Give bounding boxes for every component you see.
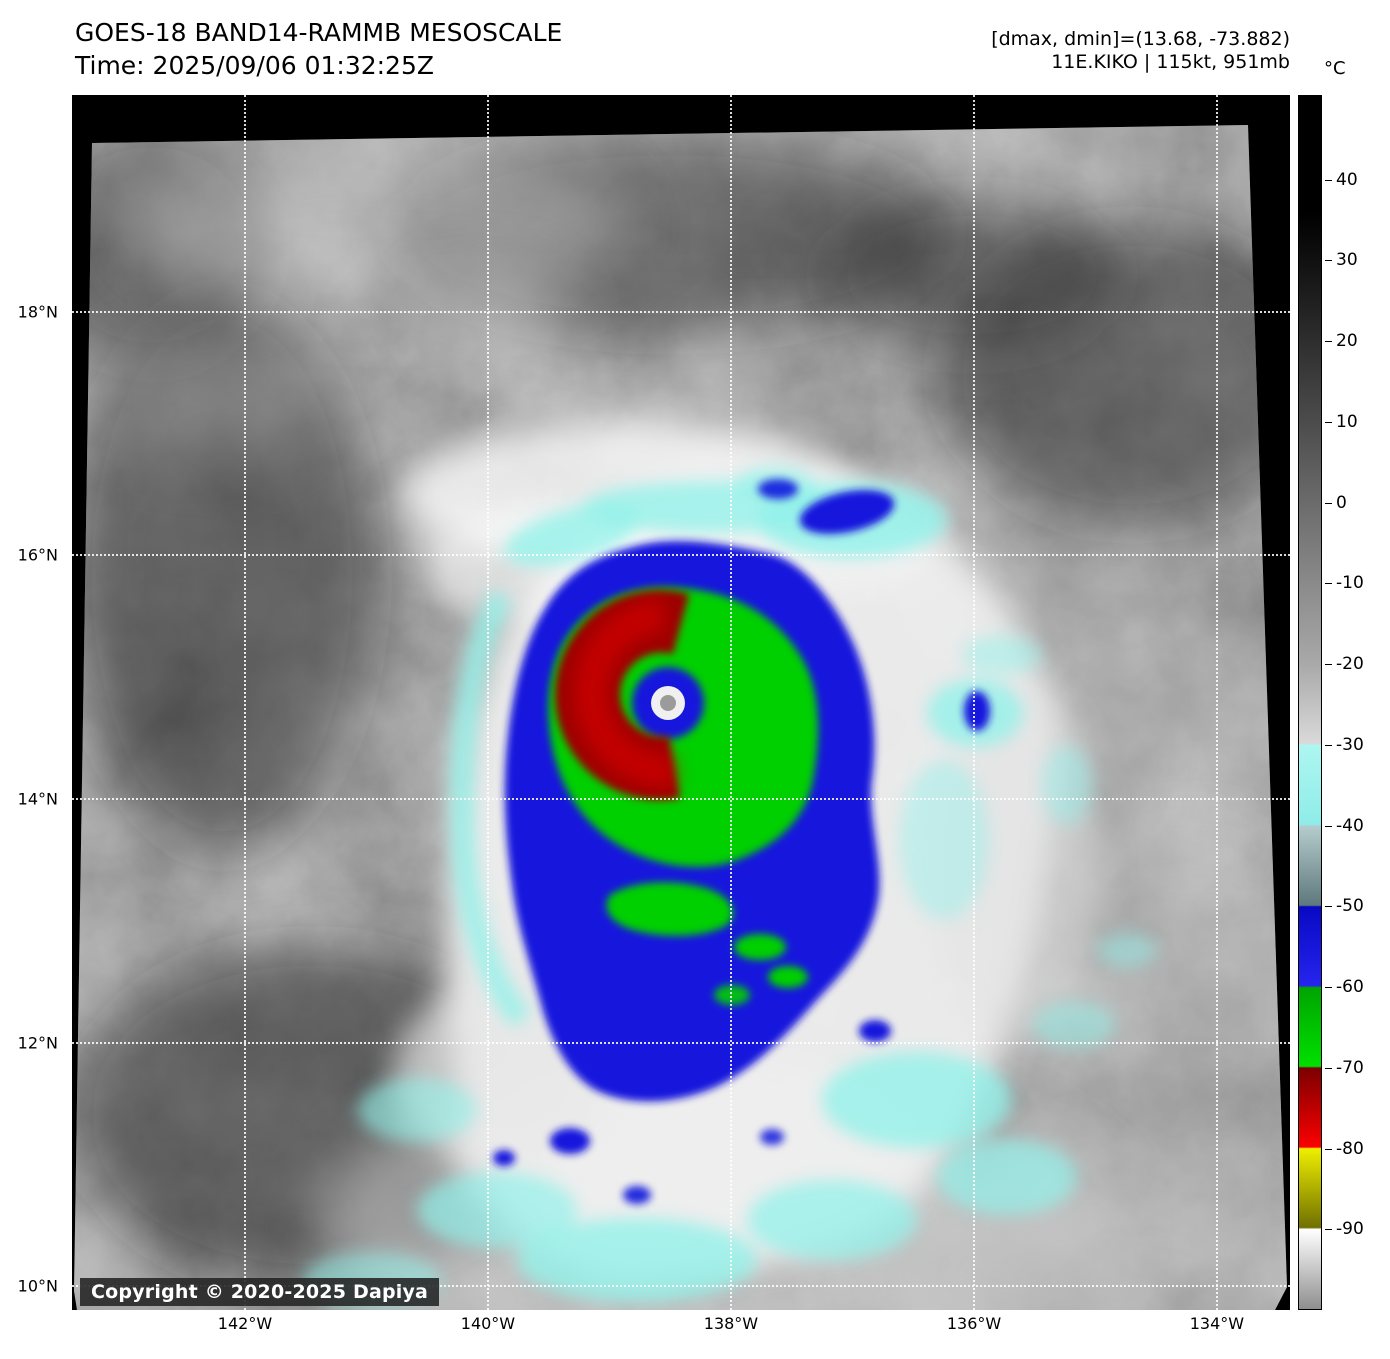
colorbar-tick-label: -30: [1325, 734, 1364, 755]
latitude-tick-label: 14°N: [17, 789, 58, 809]
colorbar-tick-label: -10: [1325, 573, 1364, 594]
hurricane-eye: [651, 686, 685, 720]
header-left: GOES-18 BAND14-RAMMB MESOSCALE Time: 202…: [75, 16, 562, 82]
colorbar-tick-label: -90: [1325, 1219, 1364, 1240]
latitude-tick-label: 16°N: [17, 545, 58, 565]
latitude-axis: 18°N 16°N 14°N 12°N 10°N: [0, 95, 64, 1310]
colorbar-tick-label: -80: [1325, 1138, 1364, 1159]
colorbar: [1298, 95, 1322, 1310]
colorbar-tick-label: -40: [1325, 815, 1364, 836]
longitude-tick-label: 140°W: [460, 1314, 516, 1333]
colorbar-tick-label: 10: [1325, 411, 1358, 432]
longitude-tick-label: 138°W: [703, 1314, 759, 1333]
colorbar-tick-label: -70: [1325, 1057, 1364, 1078]
longitude-axis: 142°W 140°W 138°W 136°W 134°W: [72, 1314, 1290, 1344]
cold-core-red-crescent: [555, 589, 689, 800]
colorbar-tick-label: 20: [1325, 331, 1358, 352]
product-title: GOES-18 BAND14-RAMMB MESOSCALE: [75, 18, 563, 47]
satellite-image: [72, 95, 1290, 1310]
colorbar-tick-label: -20: [1325, 654, 1364, 675]
map-canvas: Copyright © 2020-2025 Dapiya: [72, 95, 1290, 1310]
product-time: Time: 2025/09/06 01:32:25Z: [75, 51, 434, 80]
colorbar-tick-label: 30: [1325, 250, 1358, 271]
longitude-tick-label: 134°W: [1189, 1314, 1245, 1333]
copyright-watermark: Copyright © 2020-2025 Dapiya: [80, 1278, 440, 1306]
colorbar-unit-label: °C: [1324, 58, 1346, 79]
latitude-tick-label: 10°N: [17, 1276, 58, 1296]
colorbar-tick-label: -60: [1325, 977, 1364, 998]
latitude-tick-label: 18°N: [17, 302, 58, 322]
longitude-tick-label: 142°W: [217, 1314, 273, 1333]
header-right: [dmax, dmin]=(13.68, -73.882) 11E.KIKO |…: [991, 28, 1290, 74]
colorbar-tick-label: 40: [1325, 169, 1358, 190]
latitude-tick-label: 12°N: [17, 1033, 58, 1053]
colorbar-ticks: 40 30 20 10 0 -10 -20 -30 -40 -50 -60 -70 -80 -90: [1325, 95, 1388, 1310]
storm-info: 11E.KIKO | 115kt, 951mb: [1051, 51, 1290, 73]
longitude-tick-label: 136°W: [946, 1314, 1002, 1333]
colorbar-tick-label: 0: [1325, 492, 1347, 513]
dmax-dmin-readout: [dmax, dmin]=(13.68, -73.882): [991, 28, 1290, 50]
colorbar-tick-label: -50: [1325, 896, 1364, 917]
